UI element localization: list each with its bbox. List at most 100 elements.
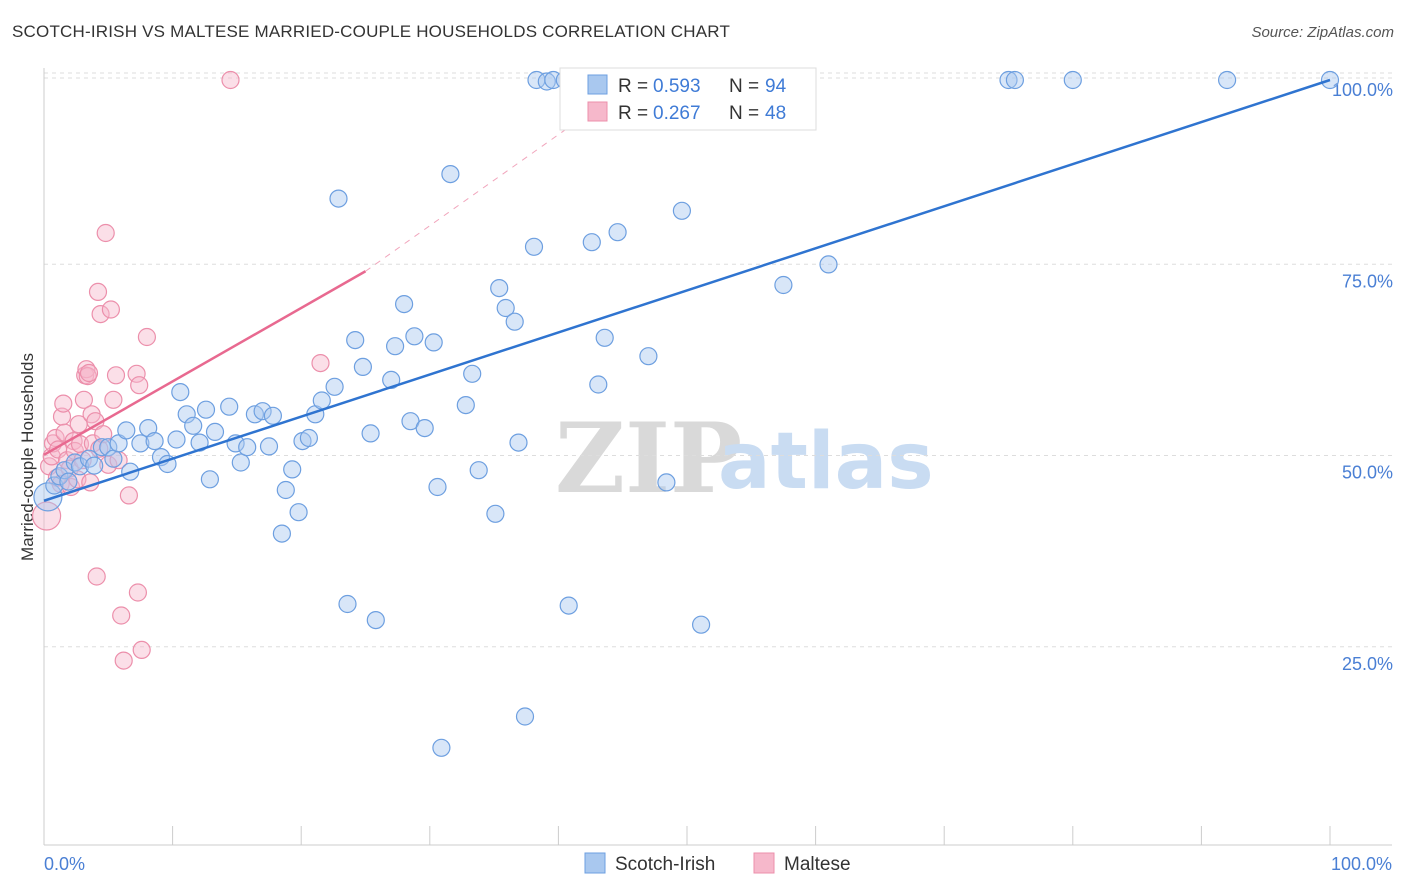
- scotch-irish-point-30: [231, 453, 250, 472]
- scotch-irish-point-92: [1217, 70, 1237, 90]
- scotch-irish-point-88: [819, 255, 838, 274]
- scotch-irish-point-21: [171, 383, 190, 402]
- y-tick-label-75: 75.0%: [1342, 271, 1393, 291]
- scotch-irish-point-80: [639, 347, 658, 366]
- scotch-irish-point-31: [238, 438, 257, 457]
- maltese-point-4: [46, 428, 65, 448]
- chart-title: SCOTCH-IRISH VS MALTESE MARRIED-COUPLE H…: [12, 22, 731, 41]
- scotch-irish-point-33: [253, 402, 272, 421]
- scotch-irish-point-63: [469, 461, 488, 480]
- legend-n-value-maltese: 48: [765, 103, 786, 124]
- maltese-point-34: [96, 223, 115, 243]
- scotch-irish-point-38: [283, 460, 302, 479]
- scotch-irish-point-53: [395, 295, 414, 314]
- maltese-point-32: [91, 305, 110, 324]
- bottom-legend-label-scotch-irish: Scotch-Irish: [615, 854, 715, 875]
- stats-legend: R = 0.593 N = 94 R = 0.267 N = 48: [559, 67, 817, 131]
- maltese-point-20: [74, 390, 94, 409]
- bottom-legend-label-maltese: Maltese: [784, 854, 851, 875]
- maltese-point-24: [79, 363, 99, 383]
- maltese-point-40: [112, 606, 131, 625]
- trendline-maltese: [43, 270, 367, 456]
- scotch-irish-point-68: [509, 433, 528, 452]
- scotch-irish-point-91: [1063, 70, 1082, 90]
- scotch-irish-point-83: [691, 615, 711, 634]
- scotch-irish-point-37: [276, 480, 295, 500]
- y-axis-label: Married-couple Households: [18, 353, 37, 561]
- x-tick-label-min: 0.0%: [44, 854, 85, 874]
- legend-swatch-scotch-irish: [587, 74, 608, 95]
- scotch-irish-point-69: [515, 707, 535, 726]
- scotch-irish-point-70: [524, 237, 544, 256]
- scotch-irish-point-56: [415, 419, 434, 438]
- scotch-irish-point-76: [582, 233, 601, 252]
- scotch-irish-point-89: [999, 70, 1018, 90]
- scotch-irish-point-13: [117, 421, 136, 440]
- watermark-atlas: atlas: [718, 417, 934, 507]
- scotch-irish-point-60: [441, 165, 460, 184]
- series-legend: Scotch-Irish Maltese: [584, 852, 851, 875]
- maltese-point-47: [137, 327, 156, 347]
- x-tick-label-max: 100.0%: [1331, 854, 1392, 874]
- scotch-irish-point-75: [559, 596, 578, 615]
- scotch-irish-point-81: [657, 473, 676, 492]
- scotch-irish-point-17: [145, 432, 164, 451]
- scotch-irish-point-82: [672, 201, 692, 220]
- scotch-irish-point-62: [463, 364, 482, 383]
- legend-r-label-scotch-irish: R =: [618, 76, 648, 97]
- scotch-irish-point-45: [329, 189, 348, 208]
- y-tick-labels: 25.0% 50.0% 75.0% 100.0%: [1332, 80, 1393, 674]
- trendlines: [43, 78, 1331, 502]
- scotch-irish-points: [33, 70, 1340, 757]
- scotch-irish-point-79: [608, 223, 627, 242]
- gridlines: [44, 72, 1392, 648]
- maltese-point-42: [119, 486, 138, 505]
- scotch-irish-point-1: [45, 476, 64, 495]
- maltese-point-45: [130, 376, 149, 395]
- scotch-irish-point-61: [456, 396, 475, 415]
- source-credit: Source: ZipAtlas.com: [1251, 24, 1394, 41]
- maltese-point-23: [78, 367, 97, 386]
- scotch-irish-point-44: [325, 377, 344, 396]
- scotch-irish-point-23: [184, 416, 203, 435]
- maltese-point-0: [31, 501, 62, 531]
- maltese-point-41: [114, 651, 133, 670]
- scotch-irish-point-67: [505, 312, 524, 331]
- scotch-irish-point-49: [361, 424, 380, 443]
- scotch-irish-point-36: [272, 524, 291, 543]
- scotch-irish-point-78: [595, 328, 614, 347]
- scotch-irish-point-27: [205, 422, 225, 441]
- scotch-irish-point-41: [299, 428, 318, 448]
- scotch-irish-point-8: [85, 456, 104, 475]
- x-ticks: [43, 826, 1331, 845]
- legend-n-label-scotch-irish: N =: [729, 76, 759, 97]
- scotch-irish-point-87: [774, 275, 793, 295]
- maltese-point-38: [106, 366, 126, 385]
- scotch-irish-point-65: [490, 279, 509, 298]
- scotch-irish-point-26: [200, 470, 219, 489]
- scotch-irish-point-72: [537, 72, 556, 91]
- maltese-point-46: [132, 640, 151, 660]
- scotch-irish-point-35: [263, 406, 282, 425]
- legend-r-label-maltese: R =: [618, 103, 648, 124]
- legend-r-value-scotch-irish: 0.593: [653, 76, 701, 97]
- scotch-irish-point-10: [99, 438, 118, 457]
- scotch-irish-point-46: [338, 594, 357, 614]
- scotch-irish-point-64: [486, 504, 505, 523]
- scotch-irish-point-4: [59, 472, 78, 491]
- scotch-irish-point-66: [496, 298, 515, 318]
- legend-n-value-scotch-irish: 94: [765, 76, 787, 97]
- scotch-irish-point-25: [196, 400, 216, 419]
- y-tick-label-100: 100.0%: [1332, 80, 1393, 100]
- legend-r-value-maltese: 0.267: [653, 103, 701, 124]
- maltese-points: [31, 70, 330, 670]
- scotch-irish-point-77: [589, 375, 608, 394]
- maltese-point-43: [127, 364, 146, 383]
- trendline-scotch-irish: [43, 78, 1331, 502]
- scotch-irish-point-39: [289, 503, 308, 522]
- axes: [43, 68, 1392, 846]
- scotch-irish-point-34: [259, 437, 279, 456]
- scotch-irish-point-22: [177, 405, 196, 424]
- scotch-irish-point-52: [386, 337, 405, 356]
